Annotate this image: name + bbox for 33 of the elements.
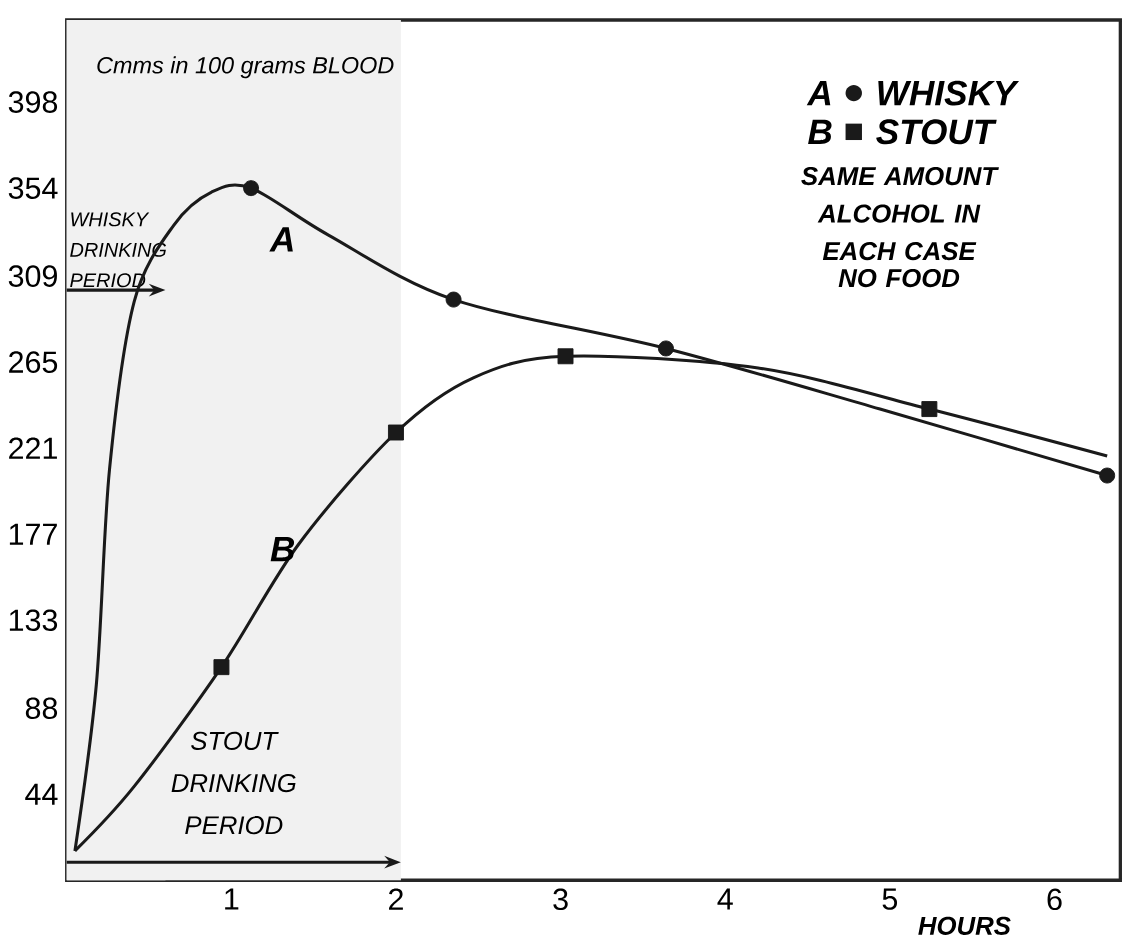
annotation: A [269,227,293,252]
point [657,340,674,357]
x-tick-label: 6 [1047,888,1062,910]
y-tick-label: 133 [9,609,58,631]
annotation: B [270,536,295,562]
x-tick-label: 3 [553,888,568,910]
y-axis-title: Cmms in 100 grams BLOOD [97,56,394,79]
point [445,291,462,308]
x-tick-label: 2 [389,888,403,910]
annotation: B [808,119,832,144]
legend-label: WHISKY [878,80,1020,106]
y-tick-label: 398 [8,91,58,113]
y-tick-label: 88 [25,697,58,719]
point [213,659,230,675]
y-tick-label: 354 [8,177,58,199]
x-tick-label: 1 [225,888,239,910]
point [243,180,260,196]
legend-label: STOUT [876,119,997,145]
x-axis-title: HOURS [918,916,1011,935]
point [557,348,574,365]
point [921,400,938,417]
y-tick-label: 309 [8,265,57,287]
y-tick-label: 265 [9,351,58,373]
y-tick-label: 44 [25,783,58,805]
band-label: STOUT DRINKING PERIOD [171,731,296,835]
y-tick-label: 221 [9,437,57,459]
y-tick-label: 177 [9,523,57,545]
x-tick-label: 5 [882,888,898,910]
annotation: NO FOOD [838,268,960,288]
point [387,424,404,441]
annotation: SAME AMOUNT ALCOHOL IN EACH CASE [801,166,999,261]
annotation: A [806,80,831,106]
x-tick-label: 4 [717,888,733,910]
